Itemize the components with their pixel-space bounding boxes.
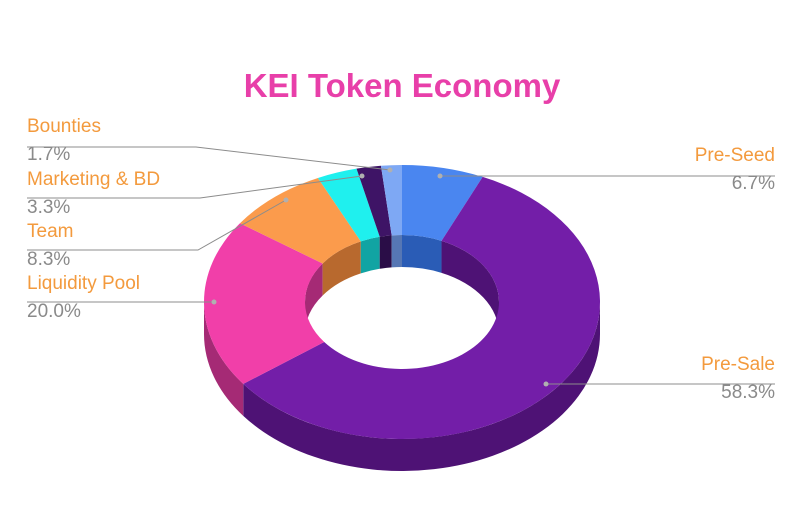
label-marketing-bd: Marketing & BD [27, 169, 160, 190]
chart-title: KEI Token Economy [244, 67, 561, 104]
leader-dot-team [283, 197, 289, 203]
leader-dot-pre-sale [543, 381, 549, 387]
leader-line-marketing-bd [27, 175, 363, 199]
slice-marketing-bd [317, 168, 380, 242]
leader-dot-pre-seed [437, 173, 443, 179]
value-bounties: 1.7% [27, 144, 70, 165]
donut-depth [204, 235, 600, 471]
value-liquidity-pool: 20.0% [27, 301, 81, 322]
inner-wall-3 [322, 241, 361, 296]
inner-wall-1 [441, 240, 499, 334]
inner-wall-0 [402, 235, 442, 273]
slice-unlabeled [356, 165, 392, 237]
leader-dot-bounties [387, 167, 393, 173]
label-pre-sale: Pre-Sale [701, 354, 775, 375]
inner-wall-6 [391, 235, 402, 268]
outer-wall-1 [243, 302, 600, 471]
label-liquidity-pool: Liquidity Pool [27, 273, 140, 294]
inner-wall-4 [360, 236, 380, 274]
inner-wall-5 [379, 235, 392, 269]
value-pre-seed: 6.7% [732, 173, 775, 194]
leader-dot-liquidity-pool [211, 299, 217, 305]
slice-liquidity-pool [203, 223, 325, 384]
leader-dot-marketing-bd [359, 173, 365, 179]
leader-line-team [27, 199, 287, 251]
donut-top [203, 165, 600, 439]
value-pre-sale: 58.3% [721, 382, 775, 403]
slice-team [239, 177, 361, 264]
label-team: Team [27, 221, 73, 242]
value-team: 8.3% [27, 249, 70, 270]
value-marketing-bd: 3.3% [27, 197, 70, 218]
slice-pre-sale [243, 176, 600, 439]
label-bounties: Bounties [27, 116, 101, 137]
slice-bounties [380, 165, 402, 236]
inner-wall-2 [305, 263, 323, 334]
slice-labels: Pre-Seed 6.7% Pre-Sale 58.3% Liquidity Pool 2… [27, 116, 775, 403]
label-pre-seed: Pre-Seed [695, 145, 775, 166]
outer-wall-2 [204, 302, 244, 416]
leader-line-bounties [27, 146, 391, 171]
slice-pre-seed [402, 165, 483, 241]
